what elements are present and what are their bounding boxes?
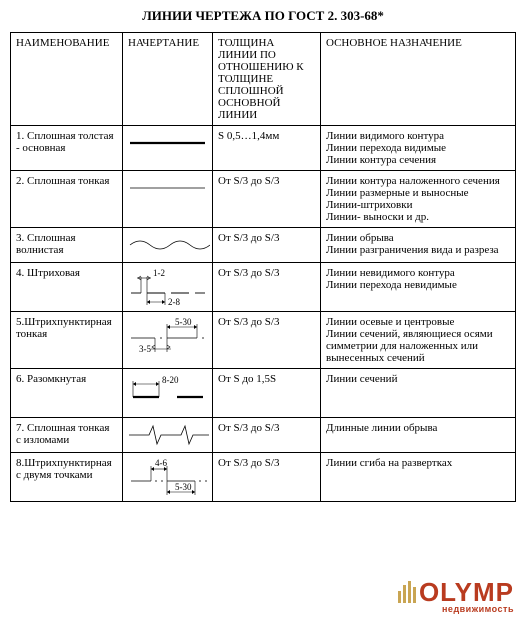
cell-purpose: Линии обрываЛинии разграничения вида и р… [321,228,516,263]
cell-thickness: S 0,5…1,4мм [213,126,321,171]
cell-name: 2. Сплошная тонкая [11,171,123,228]
watermark-icon [398,581,418,603]
cell-drawing [123,418,213,453]
cell-drawing: 4-6 5-30 [123,453,213,502]
table-row: 6. Разомкнутая 8-20 От S до 1,5SЛинии сече… [11,369,516,418]
cell-purpose: Длинные линии обрыва [321,418,516,453]
cell-thickness: От S/3 до S/3 [213,228,321,263]
cell-purpose: Линии сгиба на развертках [321,453,516,502]
lines-table: НАИМЕНОВАНИЕ НАЧЕРТАНИЕ ТОЛЩИНА ЛИНИИ ПО… [10,32,516,502]
table-row: 4. Штриховая 1-2 2-8 От S/3 до S/3Линии нев… [11,263,516,312]
cell-name: 5.Штрихпунктирная тонкая [11,312,123,369]
page: ЛИНИИ ЧЕРТЕЖА ПО ГОСТ 2. 303-68* НАИМЕНО… [0,0,526,622]
cell-thickness: От S/3 до S/3 [213,263,321,312]
table-row: 8.Штрихпунктирная с двумя точками 4-6 5-30… [11,453,516,502]
svg-text:4-6: 4-6 [155,458,167,468]
cell-thickness: От S до 1,5S [213,369,321,418]
cell-name: 3. Сплошная волнистая [11,228,123,263]
cell-thickness: От S/3 до S/3 [213,312,321,369]
page-title: ЛИНИИ ЧЕРТЕЖА ПО ГОСТ 2. 303-68* [10,8,516,24]
col-purpose: ОСНОВНОЕ НАЗНАЧЕНИЕ [321,33,516,126]
cell-drawing: 8-20 [123,369,213,418]
watermark: OLYMP недвижимость [398,577,514,614]
cell-drawing: 1-2 2-8 [123,263,213,312]
svg-text:3-5: 3-5 [139,344,151,354]
cell-name: 8.Штрихпунктирная с двумя точками [11,453,123,502]
svg-text:8-20: 8-20 [162,375,179,385]
cell-thickness: От S/3 до S/3 [213,453,321,502]
table-row: 5.Штрихпунктирная тонкая 5-30 3-5 От S/3 до… [11,312,516,369]
table-row: 1. Сплошная толстая - основная S 0,5…1,4м… [11,126,516,171]
cell-purpose: Линии невидимого контураЛинии перехода н… [321,263,516,312]
col-thickness: ТОЛЩИНА ЛИНИИ ПО ОТНОШЕНИЮ К ТОЛЩИНЕ СПЛ… [213,33,321,126]
cell-drawing [123,126,213,171]
cell-purpose: Линии осевые и центровыеЛинии сечений, я… [321,312,516,369]
table-row: 3. Сплошная волнистая От S/3 до S/3Линии … [11,228,516,263]
cell-drawing: 5-30 3-5 [123,312,213,369]
cell-thickness: От S/3 до S/3 [213,171,321,228]
table-row: 2. Сплошная тонкая От S/3 до S/3Линии кон… [11,171,516,228]
col-drawing: НАЧЕРТАНИЕ [123,33,213,126]
cell-purpose: Линии видимого контураЛинии перехода вид… [321,126,516,171]
cell-drawing [123,171,213,228]
cell-name: 6. Разомкнутая [11,369,123,418]
cell-name: 1. Сплошная толстая - основная [11,126,123,171]
cell-drawing [123,228,213,263]
cell-name: 4. Штриховая [11,263,123,312]
svg-text:2-8: 2-8 [168,297,180,307]
watermark-text: OLYMP [419,577,514,607]
svg-text:5-30: 5-30 [175,317,192,327]
cell-name: 7. Сплошная тонкая с изломами [11,418,123,453]
table-row: 7. Сплошная тонкая с изломами От S/3 до S… [11,418,516,453]
cell-purpose: Линии сечений [321,369,516,418]
col-name: НАИМЕНОВАНИЕ [11,33,123,126]
table-header-row: НАИМЕНОВАНИЕ НАЧЕРТАНИЕ ТОЛЩИНА ЛИНИИ ПО… [11,33,516,126]
watermark-subtext: недвижимость [398,604,514,614]
svg-text:1-2: 1-2 [153,268,165,278]
cell-thickness: От S/3 до S/3 [213,418,321,453]
svg-text:5-30: 5-30 [175,482,192,492]
cell-purpose: Линии контура наложенного сеченияЛинии р… [321,171,516,228]
